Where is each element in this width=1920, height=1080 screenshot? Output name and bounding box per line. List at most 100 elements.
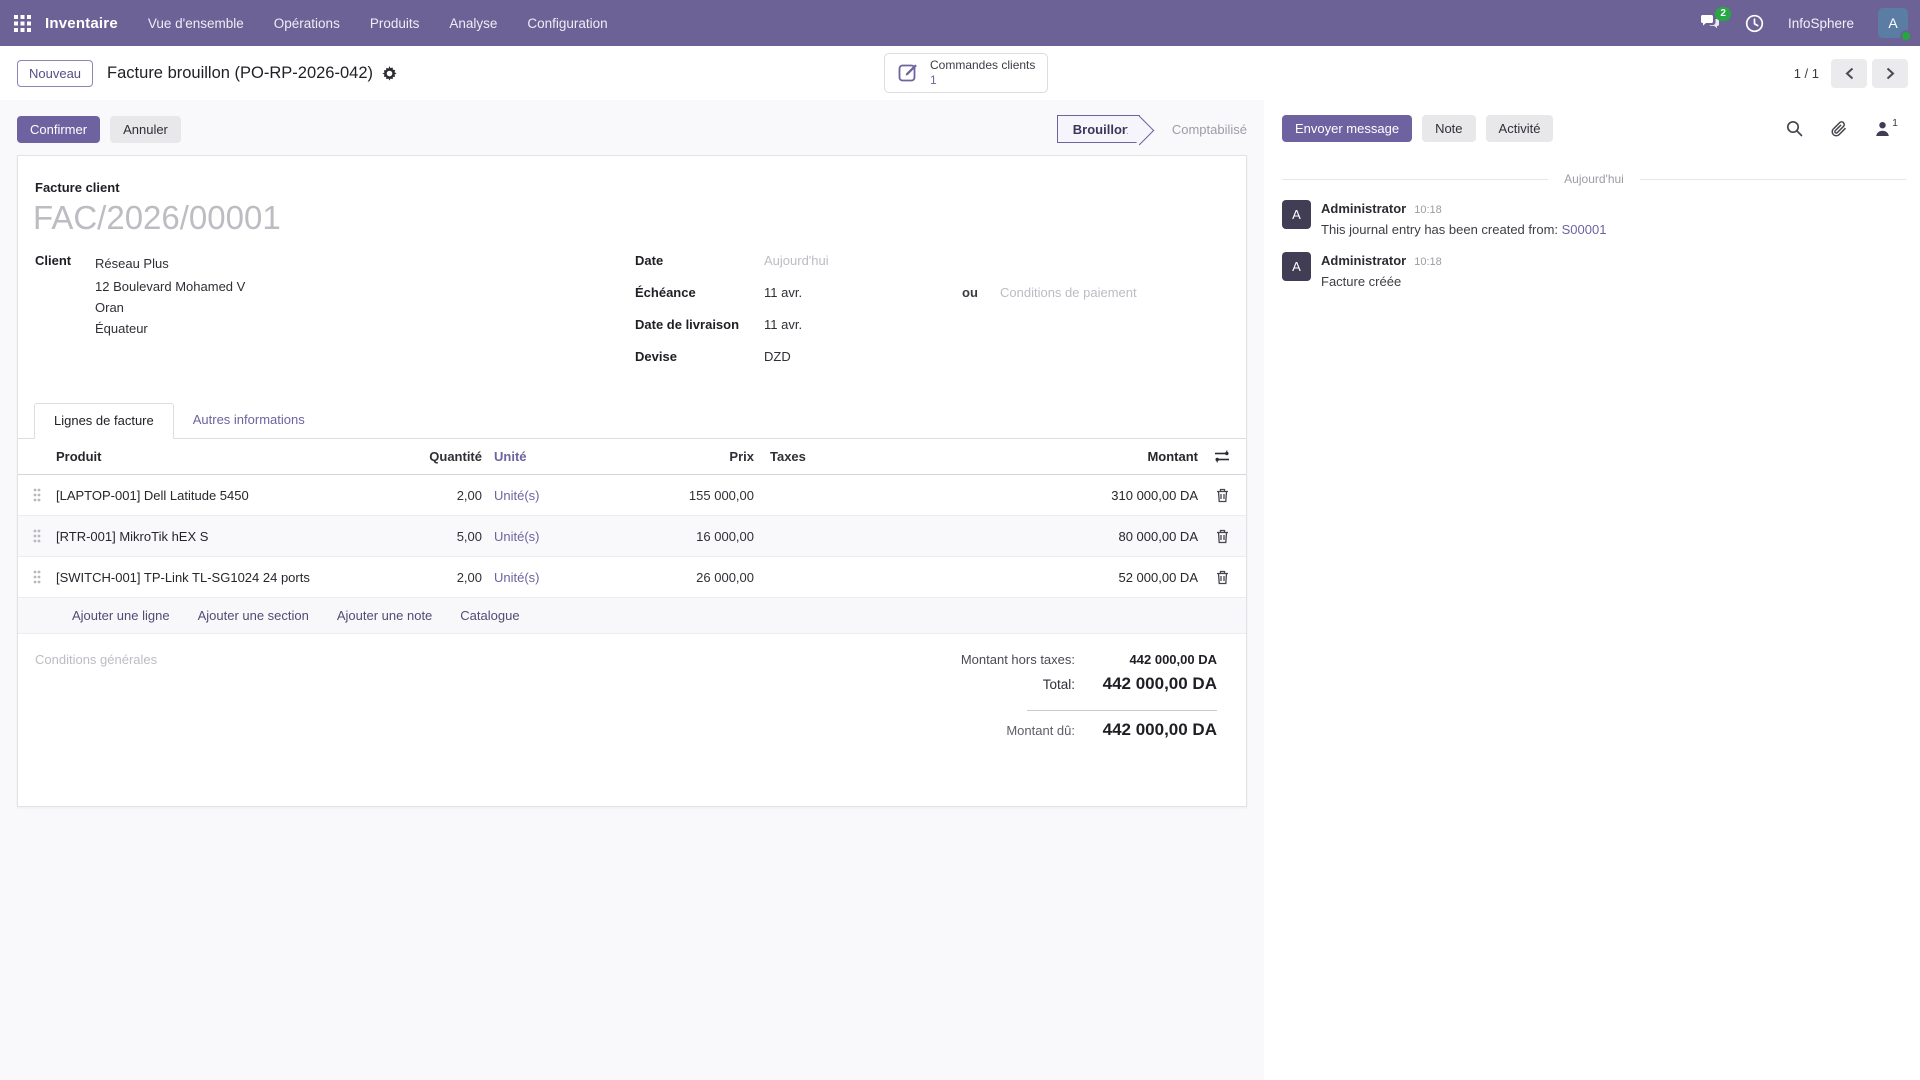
apps-grid-icon[interactable]	[14, 14, 31, 32]
notebook-tabs: Lignes de facture Autres informations	[18, 403, 1246, 439]
activity-button[interactable]: Activité	[1485, 115, 1554, 142]
due-date-field[interactable]: 11 avr.	[764, 285, 803, 300]
user-avatar[interactable]: A	[1878, 8, 1912, 42]
followers-icon[interactable]: 1	[1875, 117, 1898, 137]
stat-button-count: 1	[930, 73, 937, 87]
control-panel: Nouveau Facture brouillon (PO-RP-2026-04…	[0, 46, 1920, 100]
status-posted[interactable]: Comptabilisé	[1171, 121, 1247, 137]
currency-label: Devise	[635, 349, 677, 364]
message-time: 10:18	[1414, 256, 1442, 269]
confirm-button[interactable]: Confirmer	[17, 115, 101, 143]
table-row[interactable]: [RTR-001] MikroTik hEX S 5,00 Unité(s) 1…	[18, 516, 1246, 557]
header-taxes[interactable]: Taxes	[770, 449, 806, 464]
chatter-panel: Envoyer message Note Activité	[1264, 100, 1920, 1080]
drag-handle-icon[interactable]	[18, 488, 56, 502]
client-name[interactable]: Réseau Plus	[95, 256, 169, 271]
new-button[interactable]: Nouveau	[17, 59, 94, 87]
chatter-toolbar: Envoyer message Note Activité	[1282, 115, 1906, 142]
nav-item-analysis[interactable]: Analyse	[449, 15, 498, 31]
delete-row-icon[interactable]	[1198, 529, 1246, 544]
cancel-button[interactable]: Annuler	[110, 115, 181, 143]
currency-field[interactable]: DZD	[764, 349, 791, 364]
drag-handle-icon[interactable]	[18, 529, 56, 543]
message-author[interactable]: Administrator	[1321, 201, 1407, 216]
header-quantity[interactable]: Quantité	[429, 449, 482, 464]
cell-unit[interactable]: Unité(s)	[494, 569, 540, 585]
drag-handle-icon[interactable]	[18, 570, 56, 584]
cell-amount: 310 000,00 DA	[1111, 487, 1198, 503]
amount-due-label: Montant dû:	[1006, 723, 1075, 738]
message-author[interactable]: Administrator	[1321, 253, 1407, 269]
terms-placeholder[interactable]: Conditions générales	[35, 652, 158, 667]
header-price[interactable]: Prix	[729, 449, 754, 464]
or-label: ou	[962, 285, 978, 300]
cell-price[interactable]: 16 000,00	[696, 528, 754, 544]
top-navbar: Inventaire Vue d'ensemble Opérations Pro…	[0, 0, 1920, 46]
nav-item-configuration[interactable]: Configuration	[527, 15, 608, 31]
nav-item-operations[interactable]: Opérations	[273, 15, 340, 31]
cell-price[interactable]: 26 000,00	[696, 569, 754, 585]
message-time: 10:18	[1414, 204, 1442, 216]
online-status-dot	[1900, 30, 1912, 42]
table-footer-links: Ajouter une ligne Ajouter une section Aj…	[18, 598, 1246, 634]
cell-quantity[interactable]: 2,00	[456, 569, 482, 585]
search-messages-icon[interactable]	[1786, 120, 1803, 137]
log-note-button[interactable]: Note	[1422, 115, 1476, 142]
cell-quantity[interactable]: 2,00	[456, 487, 482, 503]
header-amount[interactable]: Montant	[1147, 449, 1198, 464]
nav-item-overview[interactable]: Vue d'ensemble	[147, 15, 244, 31]
optional-columns-icon[interactable]	[1198, 450, 1246, 463]
total-value: 442 000,00 DA	[1102, 674, 1217, 693]
pager: 1 / 1	[1794, 58, 1910, 88]
settings-gear-icon[interactable]	[382, 65, 397, 81]
add-section-link[interactable]: Ajouter une section	[197, 608, 309, 623]
cell-product[interactable]: [RTR-001] MikroTik hEX S	[56, 528, 209, 544]
cell-quantity[interactable]: 5,00	[456, 528, 482, 544]
message-text: Facture créée	[1321, 274, 1402, 290]
app-name[interactable]: Inventaire	[45, 14, 118, 32]
delete-row-icon[interactable]	[1198, 570, 1246, 585]
statusbar: Brouillon Comptabilisé	[1056, 115, 1247, 143]
delivery-date-field[interactable]: 11 avr.	[764, 317, 803, 332]
due-date-label: Échéance	[635, 285, 696, 300]
company-name[interactable]: InfoSphere	[1787, 15, 1854, 31]
table-row[interactable]: [SWITCH-001] TP-Link TL-SG1024 24 ports …	[18, 557, 1246, 598]
status-draft[interactable]: Brouillon	[1056, 115, 1140, 143]
add-line-link[interactable]: Ajouter une ligne	[72, 608, 170, 623]
chatter-message[interactable]: A Administrator 10:18 Facture créée	[1282, 252, 1906, 290]
cell-product[interactable]: [SWITCH-001] TP-Link TL-SG1024 24 ports	[56, 569, 310, 585]
nav-item-products[interactable]: Produits	[369, 15, 420, 31]
document-type-label: Facture client	[35, 180, 120, 195]
table-header-row: Produit Quantité Unité Prix Taxes Montan…	[18, 439, 1246, 475]
cell-price[interactable]: 155 000,00	[688, 487, 754, 503]
add-note-link[interactable]: Ajouter une note	[336, 608, 433, 623]
attachments-icon[interactable]	[1830, 120, 1848, 138]
cell-unit[interactable]: Unité(s)	[494, 528, 540, 544]
cell-unit[interactable]: Unité(s)	[494, 487, 540, 503]
delivery-date-label: Date de livraison	[635, 317, 740, 332]
sale-orders-stat-button[interactable]: Commandes clients 1	[884, 53, 1049, 93]
payment-terms-field[interactable]: Conditions de paiement	[1000, 285, 1137, 300]
source-document-link[interactable]: S00001	[1561, 221, 1607, 237]
chatter-message[interactable]: A Administrator 10:18 This journal entry…	[1282, 200, 1906, 238]
client-label: Client	[35, 253, 72, 268]
invoice-number-placeholder[interactable]: FAC/2026/00001	[33, 199, 281, 236]
delete-row-icon[interactable]	[1198, 488, 1246, 503]
date-label: Date	[635, 253, 664, 268]
date-divider: Aujourd'hui	[1282, 172, 1906, 186]
catalog-link[interactable]: Catalogue	[460, 608, 520, 623]
date-field[interactable]: Aujourd'hui	[764, 253, 829, 268]
pager-previous-button[interactable]	[1831, 58, 1867, 88]
cell-product[interactable]: [LAPTOP-001] Dell Latitude 5450	[56, 487, 249, 503]
user-initial: A	[1888, 15, 1898, 31]
messages-icon[interactable]: 2	[1700, 7, 1731, 32]
tab-other-info[interactable]: Autres informations	[192, 412, 305, 427]
activities-clock-icon[interactable]	[1745, 14, 1764, 33]
tab-invoice-lines[interactable]: Lignes de facture	[34, 403, 174, 439]
main-content: Confirmer Annuler Brouillon Comptabilisé…	[0, 100, 1920, 1080]
send-message-button[interactable]: Envoyer message	[1282, 115, 1413, 142]
header-unit[interactable]: Unité	[494, 449, 527, 464]
table-row[interactable]: [LAPTOP-001] Dell Latitude 5450 2,00 Uni…	[18, 475, 1246, 516]
pager-next-button[interactable]	[1872, 58, 1908, 88]
header-product[interactable]: Produit	[56, 449, 102, 464]
